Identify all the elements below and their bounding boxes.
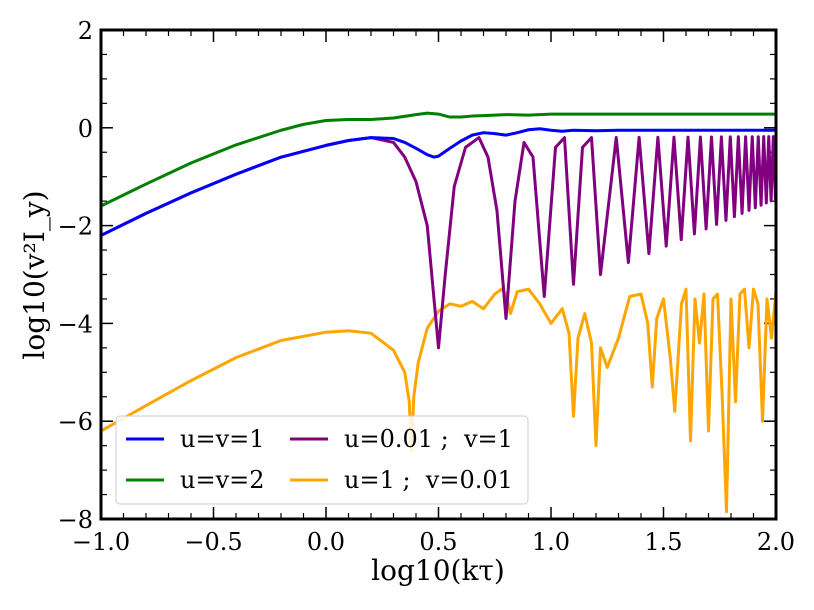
x-tick-label: −0.5: [184, 528, 242, 556]
legend-label-u-v-1: u=v=1: [180, 425, 265, 453]
x-tick-label: 0.0: [307, 528, 345, 556]
x-tick-label: 1.0: [532, 528, 570, 556]
x-tick-label: 2.0: [757, 528, 795, 556]
y-tick-label: −2: [58, 213, 93, 241]
tick-labels: −1.0 −0.5 0.0 0.5 1.0 1.5 2.0 −8 −6 −4 −2 0 2: [58, 17, 795, 556]
y-tick-label: −4: [58, 310, 93, 338]
legend-label-u1-v0-01: u=1 ; v=0.01: [344, 466, 513, 494]
y-tick-label: 0: [78, 115, 93, 143]
y-tick-label: 2: [78, 17, 93, 45]
legend: u=v=1 u=v=2 u=0.01 ; v=1 u=1 ; v=0.01: [115, 415, 529, 505]
legend-label-u-v-2: u=v=2: [180, 466, 265, 494]
series-line-0: [101, 127, 776, 237]
x-tick-label: 0.5: [419, 528, 457, 556]
x-tick-label: 1.5: [644, 528, 682, 556]
plot-frame: [99, 28, 778, 521]
legend-frame: [115, 415, 529, 505]
x-axis-label: log10(kτ): [371, 554, 505, 587]
legend-label-u0-01-v1: u=0.01 ; v=1: [344, 425, 513, 453]
series-line-2: [101, 135, 776, 350]
series-line-1: [101, 111, 776, 208]
x-tick-label: −1.0: [72, 528, 130, 556]
y-tick-label: −8: [58, 506, 93, 534]
y-tick-label: −6: [58, 408, 93, 436]
y-axis-label: log10(v²I_y): [18, 190, 51, 359]
